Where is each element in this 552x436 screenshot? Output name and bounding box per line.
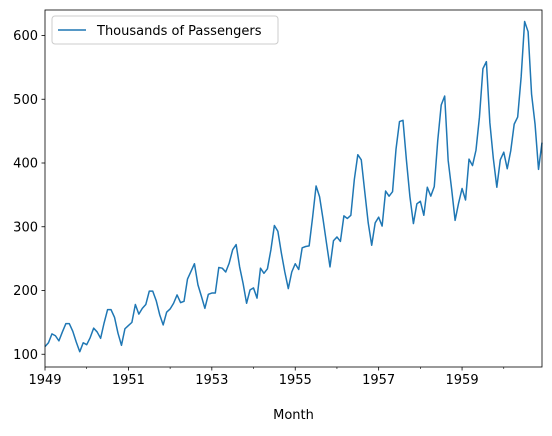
x-tick-label: 1951	[112, 373, 145, 388]
series-line	[44, 20, 543, 353]
legend: Thousands of Passengers	[51, 15, 279, 45]
x-tick-label: 1959	[446, 373, 479, 388]
x-tick-label: 1949	[28, 373, 61, 388]
y-tick-label: 100	[13, 348, 38, 363]
legend-label: Thousands of Passengers	[96, 24, 262, 39]
y-tick-label: 300	[13, 220, 38, 235]
axes-layer: 100 200 300 400 500 600 1949 1951 1953 1955 1957 19…	[13, 9, 543, 388]
x-tick-label: 1957	[362, 373, 395, 388]
y-tick-label: 400	[13, 157, 38, 172]
y-tick-label: 600	[13, 29, 38, 44]
legend-frame	[51, 15, 279, 45]
y-tick-label: 500	[13, 93, 38, 108]
axes-frame	[44, 9, 543, 368]
x-tick-label: 1955	[279, 373, 312, 388]
y-tick-label: 200	[13, 284, 38, 299]
x-tick-label: 1953	[195, 373, 228, 388]
plot-area	[45, 10, 542, 367]
series-layer	[44, 20, 543, 353]
x-axis-label: Month	[273, 408, 314, 423]
